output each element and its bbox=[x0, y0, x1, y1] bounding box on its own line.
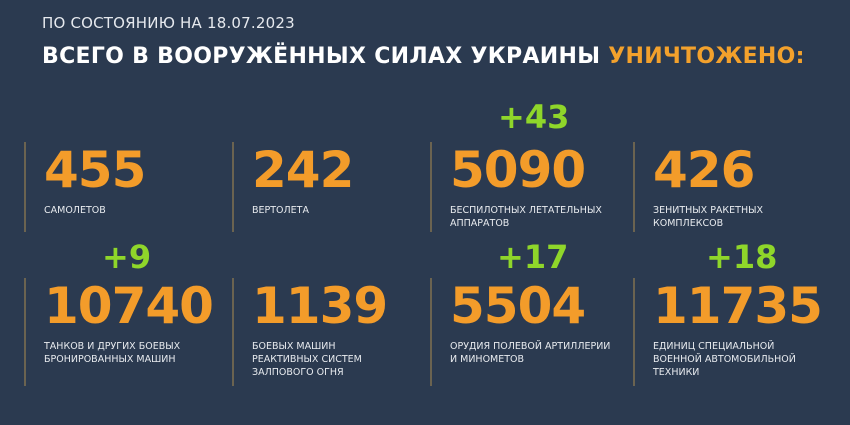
stat-value: 5504 bbox=[450, 277, 586, 335]
stat-label: БЕСПИЛОТНЫХ ЛЕТАТЕЛЬНЫХ АППАРАТОВ bbox=[450, 205, 602, 229]
stat-label: ВЕРТОЛЕТА bbox=[252, 205, 309, 216]
stat-label: ЕДИНИЦ СПЕЦИАЛЬНОЙ ВОЕННОЙ АВТОМОБИЛЬНОЙ… bbox=[653, 341, 796, 378]
stat-tanks: 10740 ТАНКОВ И ДРУГИХ БОЕВЫХ БРОНИРОВАННЫ… bbox=[24, 278, 219, 386]
stat-value: 5090 bbox=[450, 141, 586, 199]
date-line: ПО СОСТОЯНИЮ НА 18.07.2023 bbox=[42, 14, 295, 32]
stat-value: 10740 bbox=[44, 277, 214, 335]
stat-label: ОРУДИЯ ПОЛЕВОЙ АРТИЛЛЕРИИ И МИНОМЕТОВ bbox=[450, 341, 611, 365]
stat-vehicles: 11735 ЕДИНИЦ СПЕЦИАЛЬНОЙ ВОЕННОЙ АВТОМОБИ… bbox=[633, 278, 823, 386]
stat-air-defense: 426 ЗЕНИТНЫХ РАКЕТНЫХ КОМПЛЕКСОВ bbox=[633, 142, 783, 232]
stat-value: 11735 bbox=[653, 277, 823, 335]
stat-artillery: 5504 ОРУДИЯ ПОЛЕВОЙ АРТИЛЛЕРИИ И МИНОМЕТО… bbox=[430, 278, 620, 386]
stat-drones: 5090 БЕСПИЛОТНЫХ ЛЕТАТЕЛЬНЫХ АППАРАТОВ bbox=[430, 142, 620, 232]
delta-drones: +43 bbox=[498, 98, 570, 136]
stat-value: 1139 bbox=[252, 277, 388, 335]
delta-tanks: +9 bbox=[102, 238, 152, 276]
stat-helicopters: 242 ВЕРТОЛЕТА bbox=[232, 142, 432, 232]
stat-label: САМОЛЕТОВ bbox=[44, 205, 106, 216]
delta-artillery: +17 bbox=[497, 238, 569, 276]
headline: ВСЕГО В ВООРУЖЁННЫХ СИЛАХ УКРАИНЫ УНИЧТО… bbox=[42, 44, 805, 69]
stat-aircraft: 455 САМОЛЕТОВ bbox=[24, 142, 224, 232]
stat-value: 242 bbox=[252, 141, 354, 199]
delta-vehicles: +18 bbox=[706, 238, 778, 276]
stat-label: БОЕВЫХ МАШИН РЕАКТИВНЫХ СИСТЕМ ЗАЛПОВОГО… bbox=[252, 341, 362, 378]
stat-label: ЗЕНИТНЫХ РАКЕТНЫХ КОМПЛЕКСОВ bbox=[653, 205, 764, 229]
headline-text: ВСЕГО В ВООРУЖЁННЫХ СИЛАХ УКРАИНЫ bbox=[42, 44, 601, 69]
headline-accent: УНИЧТОЖЕНО: bbox=[608, 44, 805, 69]
stat-value: 426 bbox=[653, 141, 755, 199]
stat-label: ТАНКОВ И ДРУГИХ БОЕВЫХ БРОНИРОВАННЫХ МАШ… bbox=[44, 341, 181, 365]
stat-mlrs: 1139 БОЕВЫХ МАШИН РЕАКТИВНЫХ СИСТЕМ ЗАЛПО… bbox=[232, 278, 402, 386]
stat-value: 455 bbox=[44, 141, 146, 199]
